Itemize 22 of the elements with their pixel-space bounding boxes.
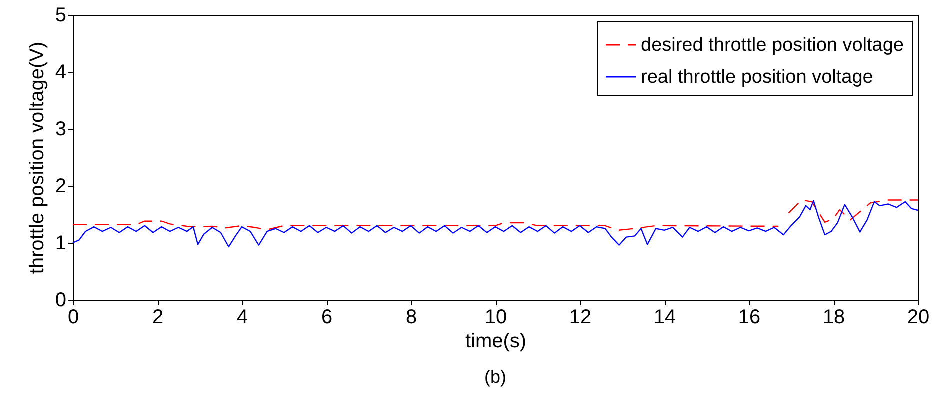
y-tick-label: 5 — [55, 4, 66, 26]
y-tick-label: 0 — [55, 290, 66, 312]
x-tick-label: 4 — [236, 306, 248, 328]
x-tick-label: 12 — [569, 306, 592, 328]
x-tick-label: 10 — [484, 306, 508, 328]
y-tick-label: 1 — [55, 232, 66, 254]
x-tick-label: 6 — [321, 306, 333, 328]
text: (b) — [484, 367, 506, 387]
y-tick-label: 3 — [55, 118, 66, 140]
x-tick-label: 8 — [406, 306, 418, 328]
x-tick-label: 14 — [654, 306, 676, 328]
line-series — [72, 200, 919, 248]
x-tick-label: 16 — [738, 306, 761, 328]
y-tick-label: 4 — [55, 62, 66, 84]
legend-label: real throttle position voltage — [641, 67, 874, 88]
x-tick-label: 2 — [152, 306, 164, 328]
y-tick-label: 2 — [55, 176, 66, 198]
x-tick-label: 20 — [907, 306, 930, 328]
x-axis-title: time(s) — [465, 330, 527, 352]
x-tick-label: 18 — [822, 306, 846, 328]
legend-label: desired throttle position voltage — [641, 35, 904, 56]
y-axis-title: throttle position voltage(V) — [26, 42, 48, 274]
